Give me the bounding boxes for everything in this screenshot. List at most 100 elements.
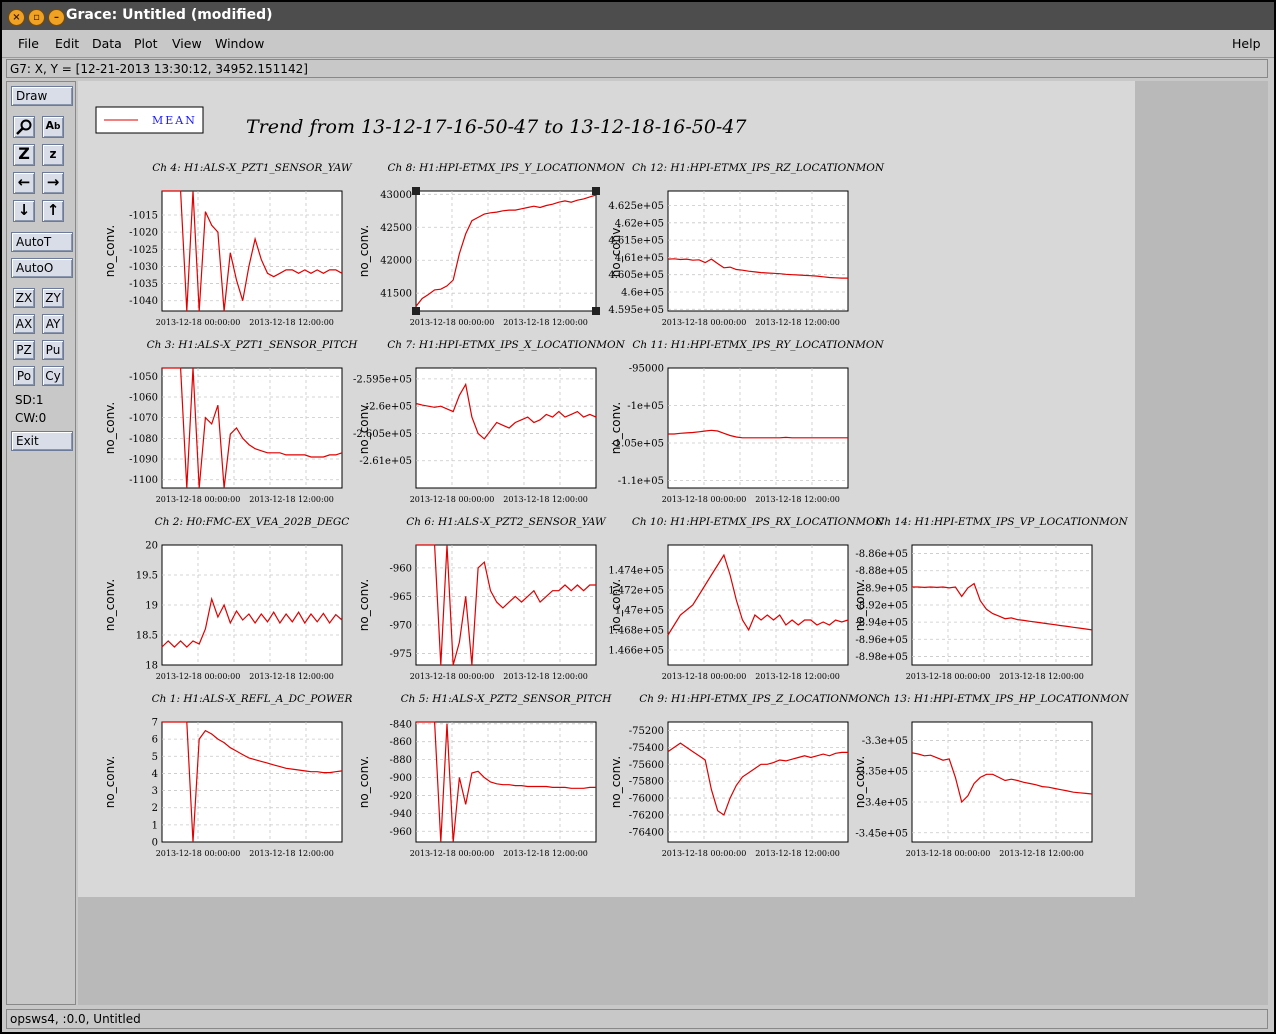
x-tick-label: 2013-12-18 00:00:00	[410, 672, 495, 681]
y-tick-label: -3.4e+05	[862, 798, 908, 809]
pz-button[interactable]: PZ	[13, 340, 35, 360]
menu-view[interactable]: View	[172, 36, 202, 51]
x-tick-label: 2013-12-18 00:00:00	[906, 849, 991, 858]
up-arrow-icon[interactable]: ↑	[42, 200, 64, 222]
y-axis-label: no_conv.	[103, 579, 117, 631]
graph-subtitle: Ch 1: H1:ALS-X_REFL_A_DC_POWER	[152, 693, 353, 705]
x-tick-label: 2013-12-18 00:00:00	[410, 849, 495, 858]
graph-subtitle: Ch 4: H1:ALS-X_PZT1_SENSOR_YAW	[152, 162, 353, 174]
ax-button[interactable]: AX	[13, 314, 35, 334]
y-tick-label: -3.45e+05	[855, 828, 908, 839]
graph-panel[interactable]: -1050 -1060 -1070 -1080 -1090 -1100 2013-12-18…	[103, 339, 358, 504]
y-tick-label: 4.61e+05	[615, 253, 664, 264]
graph-panel[interactable]: 43000 42500 42000 41500 2013-12-18 00:00:00 2…	[357, 162, 625, 327]
x-tick-label: 2013-12-18 12:00:00	[249, 318, 334, 327]
data-line	[416, 721, 596, 843]
graph-panel[interactable]: -1015 -1020 -1025 -1030 -1035 -1040 2013-12-18…	[103, 162, 353, 327]
minimize-window-icon[interactable]: –	[48, 9, 65, 26]
zoom-out-icon[interactable]: z	[42, 144, 64, 166]
y-tick-label: -1040	[129, 296, 158, 307]
data-line	[667, 553, 849, 636]
y-tick-label: 19	[145, 601, 158, 612]
pu-button[interactable]: Pu	[42, 340, 64, 360]
po-button[interactable]: Po	[13, 366, 35, 386]
y-tick-label: -975	[390, 649, 412, 660]
x-tick-label: 2013-12-18 00:00:00	[156, 849, 241, 858]
graph-frame	[415, 721, 597, 843]
autoo-button[interactable]: AutoO	[11, 258, 73, 278]
current-world-label: CW:0	[15, 411, 47, 425]
graph-panel[interactable]: 1.474e+05 1.472e+05 1.47e+05 1.468e+05 1.466…	[608, 516, 885, 681]
y-tick-label: 1.466e+05	[608, 646, 664, 657]
menu-file[interactable]: File	[18, 36, 39, 51]
right-arrow-icon[interactable]: →	[42, 172, 64, 194]
graph-frame	[161, 721, 343, 843]
x-tick-label: 2013-12-18 00:00:00	[662, 495, 747, 504]
y-tick-label: -1100	[129, 475, 158, 486]
graph-frame	[415, 367, 597, 489]
x-tick-label: 2013-12-18 00:00:00	[410, 495, 495, 504]
left-arrow-icon[interactable]: ←	[13, 172, 35, 194]
menu-data[interactable]: Data	[92, 36, 122, 51]
y-tick-label: -960	[390, 827, 412, 838]
y-tick-label: -8.86e+05	[855, 549, 908, 560]
graph-panel[interactable]: -95000 -1e+05 -1.05e+05 -1.1e+05 2013-12-18 …	[609, 339, 884, 504]
zoom-in-icon[interactable]: Z	[13, 144, 35, 166]
plot-canvas[interactable]: MEAN Trend from 13-12-17-16-50-47 to 13-…	[78, 81, 1135, 897]
graph-subtitle: Ch 7: H1:HPI-ETMX_IPS_X_LOCATIONMON	[387, 339, 625, 351]
y-tick-label: -8.98e+05	[855, 652, 908, 663]
x-tick-label: 2013-12-18 12:00:00	[755, 672, 840, 681]
x-tick-label: 2013-12-18 00:00:00	[662, 672, 747, 681]
data-line	[415, 382, 597, 440]
maximize-window-icon[interactable]: ▫	[28, 9, 45, 26]
graph-panel[interactable]: -75200 -75400 -75600 -75800 -76000 -76200 -764…	[609, 693, 878, 858]
y-tick-label: -1060	[129, 392, 158, 403]
graph-subtitle: Ch 2: H0:FMC-EX_VEA_202B_DEGC	[155, 516, 350, 528]
cy-button[interactable]: Cy	[42, 366, 64, 386]
x-tick-label: 2013-12-18 12:00:00	[999, 849, 1084, 858]
menu-help[interactable]: Help	[1232, 36, 1261, 51]
y-tick-label: -900	[390, 773, 412, 784]
menu-edit[interactable]: Edit	[55, 36, 80, 51]
title-bar: × ▫ – Grace: Untitled (modified)	[2, 2, 1274, 30]
graph-panel[interactable]: -840 -860 -880 -900 -920 -940 -960 2013-12-18 0…	[357, 693, 612, 858]
data-line	[668, 429, 848, 439]
graph-panel[interactable]: -8.86e+05 -8.88e+05 -8.9e+05 -8.92e+05 -8.94…	[853, 516, 1129, 681]
graph-page[interactable]: MEAN Trend from 13-12-17-16-50-47 to 13-…	[78, 81, 1135, 897]
exit-button[interactable]: Exit	[11, 431, 73, 451]
autot-button[interactable]: AutoT	[11, 232, 73, 252]
graph-panel[interactable]: -960 -965 -970 -975 2013-12-18 00:00:00 2013-…	[357, 516, 607, 681]
data-line	[162, 721, 343, 843]
y-tick-label: 7	[152, 718, 158, 729]
x-tick-label: 2013-12-18 12:00:00	[755, 318, 840, 327]
y-axis-label: no_conv.	[357, 402, 371, 454]
graph-subtitle: Ch 6: H1:ALS-X_PZT2_SENSOR_YAW	[406, 516, 607, 528]
zoom-icon[interactable]	[13, 116, 35, 138]
y-tick-label: -1.1e+05	[618, 476, 664, 487]
y-tick-label: -880	[390, 755, 412, 766]
data-line	[162, 190, 343, 312]
y-tick-label: -8.92e+05	[855, 601, 908, 612]
graph-panel[interactable]: -3.3e+05 -3.35e+05 -3.4e+05 -3.45e+05 2013-1…	[853, 693, 1129, 858]
zx-button[interactable]: ZX	[13, 288, 35, 308]
menu-window[interactable]: Window	[215, 36, 265, 51]
down-arrow-icon[interactable]: ↓	[13, 200, 35, 222]
draw-button[interactable]: Draw	[11, 86, 73, 106]
graph-panel[interactable]: -2.595e+05 -2.6e+05 -2.605e+05 -2.61e+05 201…	[353, 339, 626, 504]
ay-button[interactable]: AY	[42, 314, 64, 334]
close-window-icon[interactable]: ×	[8, 9, 25, 26]
tool-panel: Draw Ab Z z ← → ↓ ↑ AutoT AutoO ZX ZY AX…	[6, 81, 76, 1005]
drawing-area[interactable]: MEAN Trend from 13-12-17-16-50-47 to 13-…	[78, 81, 1268, 1005]
graph-panel[interactable]: 4.625e+05 4.62e+05 4.615e+05 4.61e+05 4.605e…	[608, 162, 884, 327]
y-tick-label: -960	[390, 563, 412, 574]
y-tick-label: -1080	[129, 434, 158, 445]
zy-button[interactable]: ZY	[42, 288, 64, 308]
menu-plot[interactable]: Plot	[134, 36, 158, 51]
data-line	[162, 367, 343, 489]
graph-subtitle: Ch 8: H1:HPI-ETMX_IPS_Y_LOCATIONMON	[387, 162, 625, 174]
text-icon[interactable]: Ab	[42, 116, 64, 138]
y-tick-label: -8.9e+05	[862, 583, 908, 594]
